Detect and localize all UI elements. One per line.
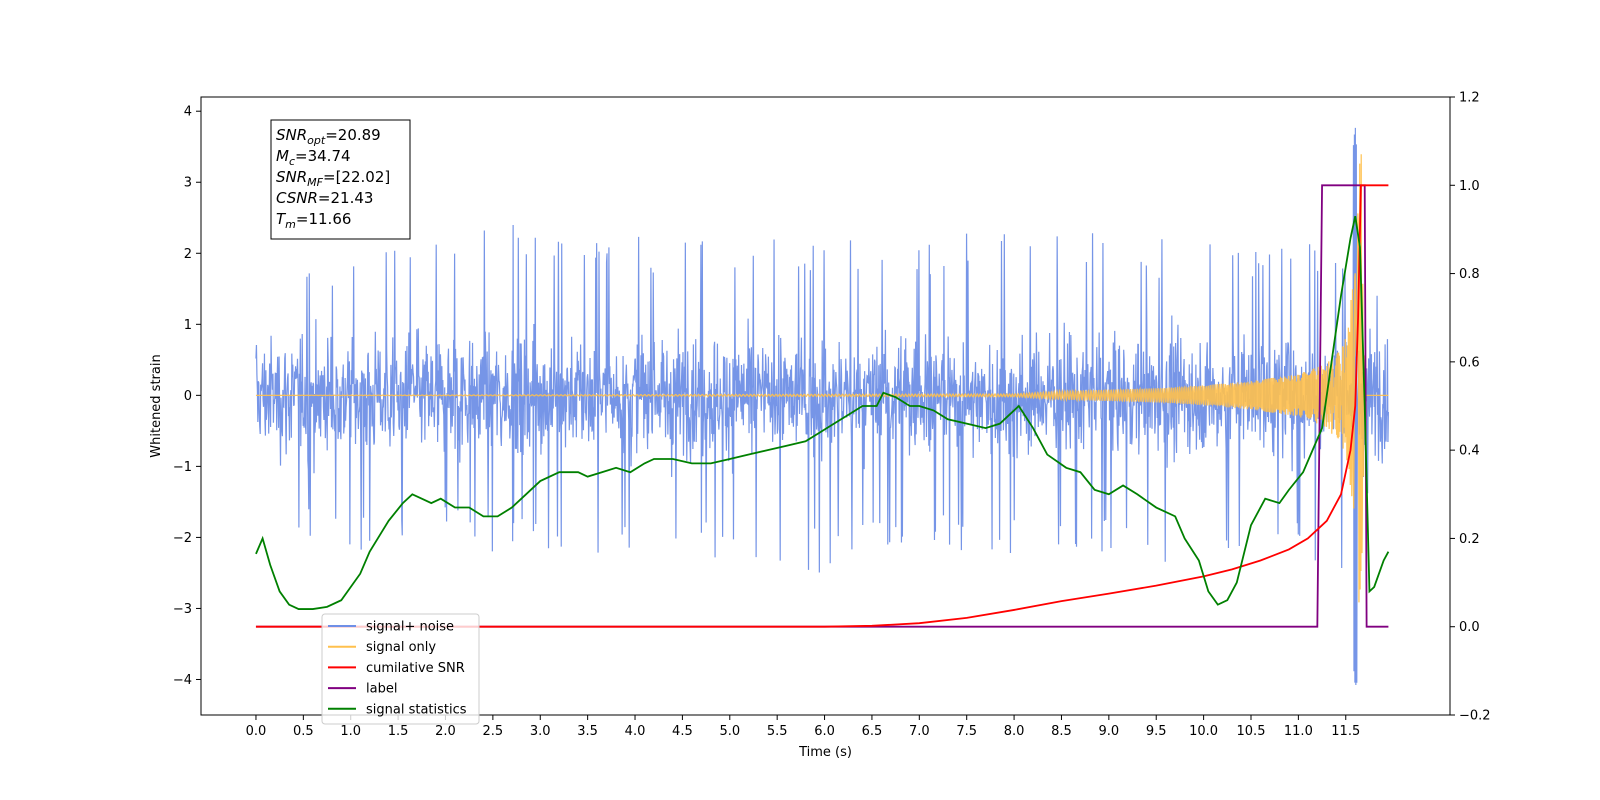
x-tick-label: 7.5 [956,724,977,739]
info-line: SNRopt=20.89 [276,126,381,147]
x-tick-label: 7.0 [909,724,930,739]
axes-frame [200,96,1451,716]
x-tick-label: 4.0 [625,724,646,739]
y2-tick-label: 1.2 [1459,91,1480,106]
x-tick-label: 9.0 [1099,724,1120,739]
x-tick-label: 8.0 [1004,724,1025,739]
y2-tick-label: −0.2 [1459,709,1491,724]
x-tick-label: 0.5 [293,724,314,739]
info-line: Tm=11.66 [276,210,351,231]
x-tick-label: 4.5 [672,724,693,739]
series-signal-statistics-line [255,216,1390,610]
series-cumulative-snr-line [255,184,1389,628]
x-tick-label: 8.5 [1051,724,1072,739]
x-tick-label: 2.5 [483,724,504,739]
x-axis-label: Time (s) [798,745,852,760]
x-tick-label: 6.5 [862,724,883,739]
x-tick-label: 11.0 [1284,724,1313,739]
y-tick-label: 0 [184,389,192,404]
x-tick-label: 5.0 [719,724,740,739]
y-tick-label: −1 [173,460,192,475]
y-tick-label: −2 [173,531,192,546]
x-tick-label: 9.5 [1146,724,1167,739]
y-tick-label: 4 [184,105,192,120]
x-tick-label: 5.5 [767,724,788,739]
x-tick-label: 10.0 [1189,724,1218,739]
y-tick-label: 2 [184,247,192,262]
y-axis-right: 1.2 1.0 0.8 0.6 0.4 0.2 0.0 −0.2 [1450,91,1491,724]
info-line: Mc=34.74 [276,147,351,168]
y2-tick-label: 0.0 [1459,620,1480,635]
x-tick-label: 1.0 [340,724,361,739]
legend-frame [321,613,480,725]
series-signal-only-line [255,154,1389,603]
legend-label: label [366,682,397,697]
y2-tick-label: 0.4 [1459,444,1480,459]
x-tick-label: 11.5 [1331,724,1360,739]
legend-label: signal statistics [366,702,467,717]
y2-tick-label: 0.8 [1459,267,1480,282]
info-line: SNRMF=[22.02] [276,168,390,189]
info-box: SNRopt=20.89Mc=34.74SNRMF=[22.02]CSNR=21… [270,119,411,240]
series-signal-noise-line [255,127,1389,686]
y-tick-label: −4 [173,673,192,688]
legend-label: cumilative SNR [366,661,465,676]
y-axis-label: Whitened strain [149,354,164,457]
info-box-frame [270,119,411,240]
x-tick-label: 3.5 [577,724,598,739]
legend-label: signal only [366,640,436,655]
y2-tick-label: 0.2 [1459,532,1480,547]
y-axis-left: 4 3 2 1 0 −1 −2 −3 −4 [173,105,201,688]
x-tick-label: 3.0 [530,724,551,739]
x-tick-label: 10.5 [1237,724,1266,739]
y-tick-label: −3 [173,602,192,617]
x-tick-label: 2.0 [435,724,456,739]
y2-tick-label: 1.0 [1459,179,1480,194]
x-tick-label: 6.0 [814,724,835,739]
x-tick-label: 0.0 [246,724,267,739]
plot-area [255,127,1390,686]
y-tick-label: 3 [184,176,192,191]
legend-label: signal+ noise [366,620,454,635]
y2-tick-label: 0.6 [1459,355,1480,370]
info-line: CSNR=21.43 [276,189,373,207]
x-tick-label: 1.5 [388,724,409,739]
x-axis: 0.0 0.5 1.0 1.5 2.0 2.5 3.0 3.5 4.0 4.5 5.0 5.5 6.0 6… [246,715,1360,739]
series-label-line [255,184,1389,628]
y-tick-label: 1 [184,318,192,333]
legend: signal+ noise signal only cumilative SNR la… [321,613,480,725]
